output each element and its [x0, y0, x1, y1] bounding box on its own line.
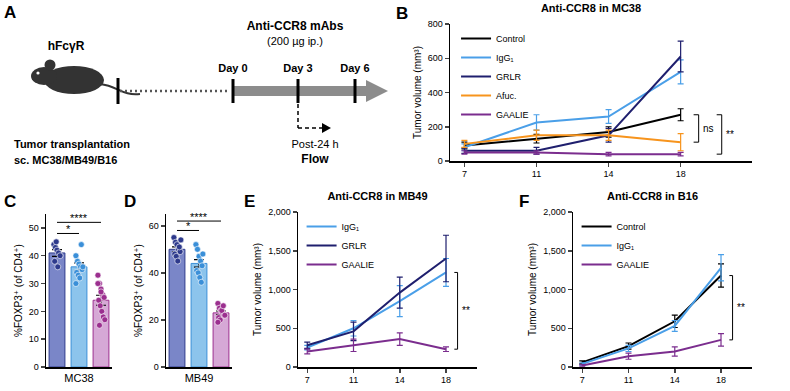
svg-text:18: 18	[441, 375, 451, 385]
svg-text:18: 18	[716, 375, 726, 385]
svg-text:(200 µg ip.): (200 µg ip.)	[267, 35, 323, 47]
svg-text:2,000: 2,000	[543, 207, 566, 217]
svg-text:GAALIE: GAALIE	[342, 260, 375, 270]
svg-text:F: F	[519, 192, 529, 211]
svg-text:IgG₁: IgG₁	[496, 53, 514, 63]
svg-text:30: 30	[29, 279, 39, 289]
svg-text:40: 40	[29, 251, 39, 261]
svg-text:**: **	[737, 302, 745, 313]
svg-text:20: 20	[149, 315, 159, 325]
svg-text:Flow: Flow	[301, 152, 329, 166]
svg-text:1,500: 1,500	[268, 246, 291, 256]
svg-text:0: 0	[286, 362, 291, 372]
svg-text:14: 14	[670, 375, 680, 385]
svg-text:GRLR: GRLR	[342, 241, 368, 251]
svg-text:Tumor transplantation: Tumor transplantation	[14, 138, 130, 150]
svg-text:0: 0	[34, 362, 39, 372]
svg-text:60: 60	[149, 221, 159, 231]
svg-text:MB49: MB49	[185, 372, 214, 384]
svg-text:D: D	[124, 192, 136, 211]
svg-text:18: 18	[676, 169, 686, 179]
svg-text:Anti-CCR8 mAbs: Anti-CCR8 mAbs	[247, 19, 344, 33]
svg-text:2,000: 2,000	[268, 207, 291, 217]
svg-text:7: 7	[580, 375, 585, 385]
svg-text:Post-24 h: Post-24 h	[291, 138, 338, 150]
svg-text:10: 10	[29, 334, 39, 344]
svg-text:A: A	[4, 3, 16, 22]
svg-text:40: 40	[149, 268, 159, 278]
svg-text:Control: Control	[617, 222, 646, 232]
svg-text:Tumor volume (mm³): Tumor volume (mm³)	[527, 243, 538, 336]
svg-text:Tumor volume (mm³): Tumor volume (mm³)	[252, 243, 263, 336]
svg-text:1,000: 1,000	[268, 285, 291, 295]
svg-text:Day 6: Day 6	[340, 62, 369, 74]
svg-text:0: 0	[154, 362, 159, 372]
svg-text:Afuc.: Afuc.	[496, 91, 517, 101]
svg-text:hFcγR: hFcγR	[48, 39, 85, 53]
svg-text:E: E	[244, 192, 255, 211]
svg-text:500: 500	[551, 323, 566, 333]
svg-text:1,000: 1,000	[543, 285, 566, 295]
svg-text:%FOXP3⁺ (of CD4⁺): %FOXP3⁺ (of CD4⁺)	[133, 244, 144, 337]
svg-text:7: 7	[462, 169, 467, 179]
svg-text:600: 600	[428, 53, 443, 63]
svg-text:Anti-CCR8 in MC38: Anti-CCR8 in MC38	[541, 2, 641, 14]
svg-text:11: 11	[624, 375, 633, 385]
svg-text:11: 11	[349, 375, 358, 385]
svg-text:800: 800	[428, 19, 443, 29]
svg-text:400: 400	[428, 88, 443, 98]
svg-text:7: 7	[305, 375, 310, 385]
svg-text:****: ****	[70, 212, 88, 224]
svg-text:11: 11	[532, 169, 541, 179]
svg-text:ns: ns	[703, 123, 714, 134]
svg-text:MC38: MC38	[64, 372, 93, 384]
svg-text:50: 50	[29, 223, 39, 233]
svg-text:14: 14	[395, 375, 405, 385]
svg-text:%FOXP3⁺ (of CD4⁺): %FOXP3⁺ (of CD4⁺)	[13, 244, 24, 337]
svg-text:GAALIE: GAALIE	[617, 260, 650, 270]
svg-text:Day 3: Day 3	[283, 62, 312, 74]
svg-text:1,500: 1,500	[543, 246, 566, 256]
svg-text:500: 500	[276, 323, 291, 333]
svg-text:****: ****	[190, 211, 208, 223]
svg-text:Anti-CCR8 in MB49: Anti-CCR8 in MB49	[327, 190, 427, 202]
svg-text:20: 20	[29, 307, 39, 317]
svg-text:IgG₁: IgG₁	[617, 241, 635, 251]
svg-text:B: B	[396, 4, 408, 23]
svg-text:sc. MC38/MB49/B16: sc. MC38/MB49/B16	[14, 154, 117, 166]
svg-text:**: **	[462, 305, 470, 316]
svg-text:*: *	[66, 223, 71, 235]
svg-text:**: **	[726, 129, 734, 140]
svg-text:14: 14	[604, 169, 614, 179]
svg-text:200: 200	[428, 122, 443, 132]
svg-text:0: 0	[561, 362, 566, 372]
svg-text:Tumor volume (mm³): Tumor volume (mm³)	[412, 46, 423, 139]
svg-text:GRLR: GRLR	[496, 72, 522, 82]
svg-text:Control: Control	[496, 34, 525, 44]
svg-text:0: 0	[438, 156, 443, 166]
svg-text:C: C	[4, 192, 16, 211]
svg-text:Day 0: Day 0	[218, 62, 247, 74]
svg-text:Anti-CCR8 in B16: Anti-CCR8 in B16	[607, 190, 698, 202]
svg-text:IgG₁: IgG₁	[342, 222, 360, 232]
svg-text:*: *	[186, 220, 191, 232]
svg-text:GAALIE: GAALIE	[496, 110, 529, 120]
